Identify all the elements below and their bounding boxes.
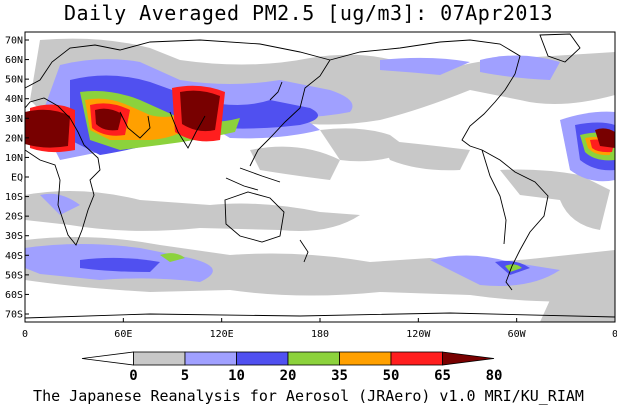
longitude-label: 60W [508, 329, 527, 340]
colorbar: 0 5 10 20 35 50 65 80 [81, 351, 503, 384]
colorbar-swatch [287, 351, 340, 366]
colorbar-label: 5 [181, 368, 189, 384]
colorbar-swatch [390, 351, 443, 366]
longitude-label: 180 [311, 329, 329, 340]
longitude-label: 60E [114, 329, 132, 340]
latitude-label: 40S [5, 251, 23, 262]
colorbar-swatch [442, 351, 495, 366]
colorbar-swatch [339, 351, 392, 366]
pm25-band-above-80 [25, 90, 615, 148]
longitude-label: 0 [22, 329, 28, 340]
colorbar-label: 20 [280, 368, 297, 384]
map-field [25, 32, 615, 322]
colorbar-label: 0 [129, 368, 137, 384]
colorbar-swatch [133, 351, 186, 366]
latitude-label: 20S [5, 212, 23, 223]
colorbar-swatch [236, 351, 289, 366]
map-title: Daily Averaged PM2.5 [ug/m3]: 07Apr2013 [63, 1, 554, 25]
latitude-label: 10S [5, 192, 23, 203]
latitude-labels: 70N 60N 50N 40N 30N 20N 10N EQ 10S 20S 30S 40S 50S 60… [5, 36, 29, 321]
latitude-label: 50S [5, 270, 23, 281]
colorbar-label: 10 [228, 368, 245, 384]
colorbar-swatch [184, 351, 237, 366]
longitude-labels: 0 60E 120E 180 120W 60W 0 [22, 318, 617, 340]
longitude-label: 120W [406, 329, 431, 340]
colorbar-label: 35 [331, 368, 348, 384]
coastlines [25, 33, 615, 319]
latitude-label: 40N [5, 94, 23, 105]
latitude-label: 10N [5, 153, 23, 164]
data-source-caption: The Japanese Reanalysis for Aerosol (JRA… [33, 387, 584, 405]
longitude-label: 0 [612, 329, 617, 340]
latitude-label: 60S [5, 290, 23, 301]
latitude-label: 70N [5, 36, 23, 47]
latitude-label: 70S [5, 310, 23, 321]
colorbar-label: 65 [434, 368, 451, 384]
colorbar-swatch [81, 351, 134, 366]
latitude-label: 50N [5, 75, 23, 86]
latitude-label: 60N [5, 55, 23, 66]
latitude-label: 30S [5, 231, 23, 242]
longitude-label: 120E [210, 329, 234, 340]
colorbar-label: 80 [486, 368, 503, 384]
latitude-label: EQ [11, 173, 23, 184]
latitude-label: 30N [5, 114, 23, 125]
colorbar-label: 50 [383, 368, 400, 384]
latitude-label: 20N [5, 133, 23, 144]
